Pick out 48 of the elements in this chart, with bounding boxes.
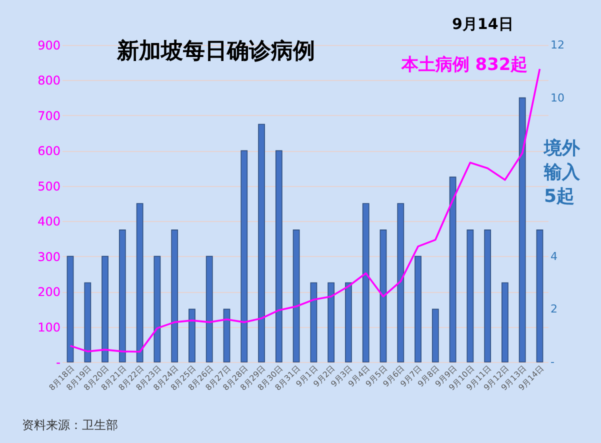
text: 资料来源：卫生部 bbox=[22, 418, 118, 432]
bar bbox=[206, 256, 213, 362]
bar bbox=[240, 150, 248, 362]
annotation: 本土病例 832起 bbox=[400, 54, 528, 75]
bar bbox=[380, 230, 387, 362]
bar bbox=[397, 203, 404, 362]
bar bbox=[275, 150, 282, 362]
y-tick-label: 400 bbox=[38, 214, 60, 229]
y2-tick-label: 12 bbox=[550, 38, 564, 52]
y-tick-label: 100 bbox=[38, 320, 60, 334]
bar bbox=[136, 203, 144, 362]
bar bbox=[310, 282, 318, 362]
y-tick-label: 600 bbox=[38, 144, 60, 158]
y2-tick-label: 10 bbox=[550, 91, 564, 104]
y-tick-label: 800 bbox=[38, 74, 60, 88]
bar bbox=[118, 230, 126, 362]
text: 9月14日 bbox=[452, 15, 514, 33]
bar bbox=[414, 256, 422, 362]
bar bbox=[258, 124, 265, 362]
bar bbox=[102, 256, 108, 362]
bar bbox=[484, 230, 492, 362]
bar bbox=[502, 282, 508, 362]
y-tick-label: 900 bbox=[38, 38, 60, 52]
bar bbox=[188, 308, 196, 362]
bar bbox=[84, 282, 92, 362]
bar bbox=[449, 176, 456, 362]
bar bbox=[518, 97, 526, 362]
y-tick-label: 700 bbox=[38, 108, 60, 123]
bar bbox=[328, 282, 335, 362]
bar bbox=[536, 230, 544, 362]
bar bbox=[223, 308, 230, 362]
chart-title: 新加坡每日确诊病例 bbox=[116, 38, 315, 64]
y-tick-label: 300 bbox=[38, 250, 60, 264]
bar bbox=[154, 256, 161, 362]
bar bbox=[466, 230, 474, 362]
y2-tick-label: 2 bbox=[550, 302, 558, 316]
y-tick-label: - bbox=[56, 356, 60, 370]
bar bbox=[171, 230, 178, 362]
y-tick-label: 500 bbox=[38, 179, 60, 194]
bar bbox=[345, 282, 352, 362]
annotation: 境外输入5起 bbox=[543, 138, 581, 207]
y-tick-label: 200 bbox=[38, 285, 60, 300]
bar bbox=[362, 203, 370, 362]
bar bbox=[66, 256, 74, 362]
y2-tick-label: - bbox=[550, 356, 554, 368]
bar bbox=[432, 308, 439, 362]
y2-tick-label: 4 bbox=[550, 250, 558, 263]
bar bbox=[292, 230, 300, 362]
